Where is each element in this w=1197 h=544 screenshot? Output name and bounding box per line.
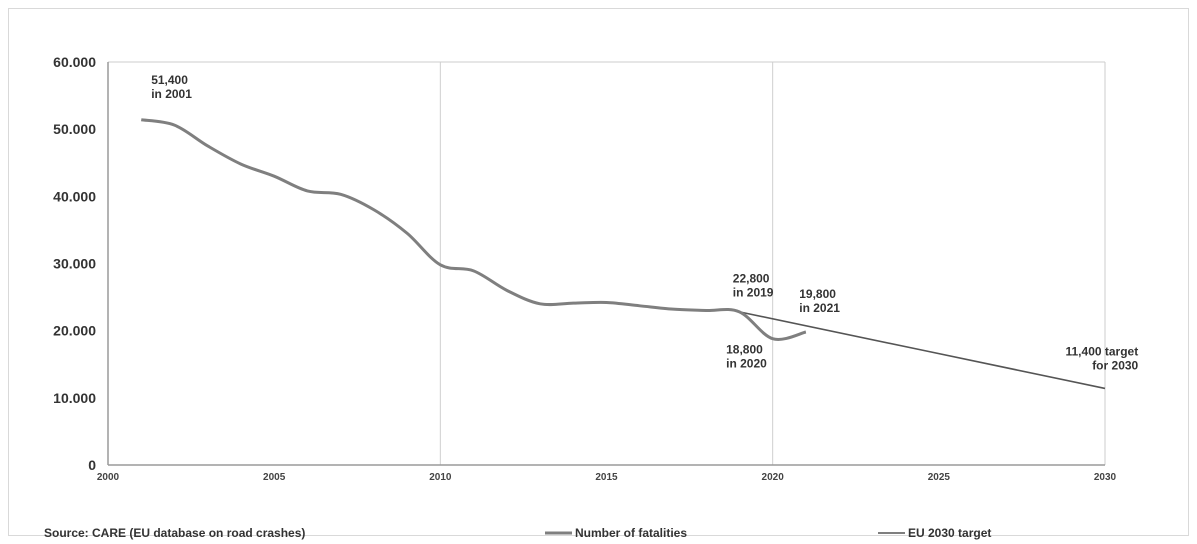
axes bbox=[107, 61, 1106, 466]
legend: Number of fatalities EU 2030 target bbox=[545, 526, 991, 540]
grid bbox=[439, 62, 1106, 465]
source-text: Source: CARE (EU database on road crashe… bbox=[44, 526, 305, 540]
annotation-a2001: 51,400 in 2001 bbox=[151, 73, 192, 101]
x-tick-label: 2005 bbox=[263, 472, 286, 483]
annotation-a2030: 11,400 target for 2030 bbox=[1066, 345, 1139, 373]
chart-frame bbox=[8, 8, 1189, 536]
x-tick-label: 2020 bbox=[762, 472, 785, 483]
x-tick-label: 2000 bbox=[97, 472, 120, 483]
series-line-eu-2030-target bbox=[739, 311, 1106, 390]
x-tick-label: 2025 bbox=[928, 472, 951, 483]
x-tick-label: 2015 bbox=[595, 472, 618, 483]
y-tick-label: 30.000 bbox=[53, 256, 96, 272]
legend-label-fatalities: Number of fatalities bbox=[575, 526, 687, 540]
annotation-a2020: 18,800 in 2020 bbox=[726, 343, 767, 371]
series-line-number-of-fatalities bbox=[140, 118, 807, 341]
annotation-a2021: 19,800 in 2021 bbox=[799, 287, 840, 315]
x-axis-ticks: 2000 2005 2010 2015 2020 2025 2030 bbox=[97, 472, 1117, 483]
y-tick-label: 0 bbox=[88, 457, 96, 473]
y-tick-label: 40.000 bbox=[53, 188, 96, 204]
y-tick-label: 60.000 bbox=[53, 54, 96, 70]
annotations: 51,400 in 2001 22,800 in 2019 19,800 in 2021 1… bbox=[151, 73, 1138, 372]
y-axis-ticks: 0 10.000 20.000 30.000 40.000 50.000 60.000 bbox=[53, 54, 96, 473]
series-lines bbox=[140, 118, 1106, 390]
x-tick-label: 2030 bbox=[1094, 472, 1117, 483]
y-tick-label: 10.000 bbox=[53, 390, 96, 406]
legend-label-target: EU 2030 target bbox=[908, 526, 991, 540]
footer: Source: CARE (EU database on road crashe… bbox=[44, 526, 991, 540]
x-tick-label: 2010 bbox=[429, 472, 452, 483]
y-tick-label: 50.000 bbox=[53, 121, 96, 137]
y-tick-label: 20.000 bbox=[53, 323, 96, 339]
annotation-a2019: 22,800 in 2019 bbox=[733, 271, 774, 299]
